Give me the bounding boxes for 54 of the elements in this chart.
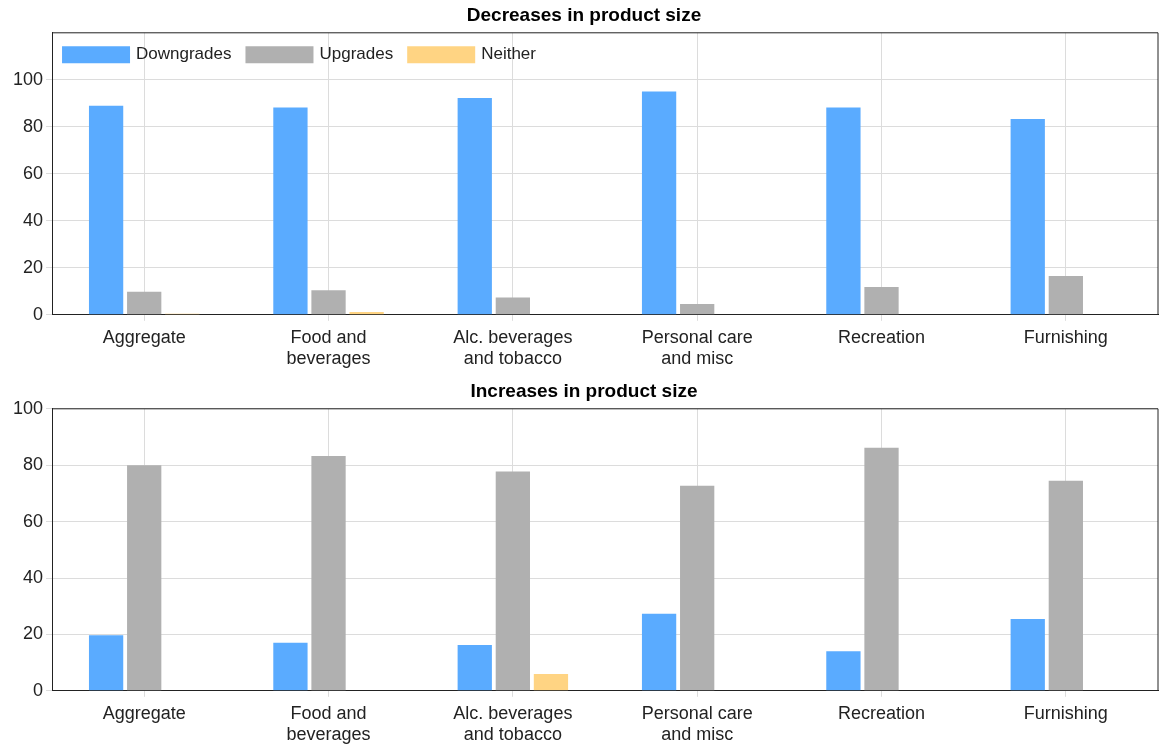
y-tick-label: 80	[23, 115, 44, 136]
legend-label: Upgrades	[319, 44, 394, 64]
bar	[1010, 119, 1045, 315]
bar	[826, 651, 861, 691]
bar	[680, 303, 715, 315]
x-tick-label: Food and beverages	[286, 702, 371, 745]
bar	[88, 105, 124, 315]
bar	[1010, 618, 1045, 691]
bar	[641, 91, 677, 315]
x-tick-label: Alc. beverages and tobacco	[453, 702, 573, 745]
bar	[680, 485, 715, 691]
y-tick-label: 40	[23, 566, 44, 587]
bar	[495, 471, 530, 691]
y-tick-label: 40	[23, 209, 44, 230]
x-tick-label: Aggregate	[102, 702, 186, 723]
x-tick-label: Alc. beverages and tobacco	[453, 326, 573, 369]
x-tick-label: Recreation	[837, 326, 926, 347]
x-tick-label: Personal care and misc	[641, 326, 753, 369]
bar	[1048, 480, 1083, 691]
bar	[533, 673, 569, 691]
bar	[495, 297, 530, 315]
bar	[311, 290, 346, 315]
bar	[127, 291, 162, 315]
y-tick-label: 20	[23, 256, 44, 277]
y-tick-label: 0	[33, 303, 44, 324]
bar	[1048, 276, 1083, 315]
legend-label: Downgrades	[136, 44, 232, 64]
y-tick-label: 60	[23, 162, 44, 183]
y-tick-label: 60	[23, 510, 44, 531]
bar	[864, 287, 899, 315]
x-tick-label: Furnishing	[1023, 702, 1108, 723]
bar	[273, 642, 308, 691]
bar	[826, 107, 861, 315]
bar	[88, 635, 124, 691]
bar	[311, 455, 346, 691]
bar	[457, 645, 492, 691]
chart-title: Decreases in product size	[466, 3, 702, 25]
y-tick-label: 20	[23, 623, 44, 644]
chart-title: Increases in product size	[470, 379, 698, 401]
bar	[457, 97, 492, 315]
y-tick-label: 100	[12, 68, 44, 89]
bar	[273, 107, 308, 315]
legend-label: Neither	[481, 44, 537, 64]
x-tick-label: Furnishing	[1023, 326, 1108, 347]
y-tick-label: 80	[23, 454, 44, 475]
bar	[127, 465, 162, 691]
bar	[864, 447, 899, 691]
x-tick-label: Personal care and misc	[641, 702, 753, 745]
y-tick-label: 100	[12, 397, 44, 418]
x-tick-label: Food and beverages	[286, 326, 371, 369]
x-tick-label: Recreation	[837, 702, 926, 723]
bar	[641, 613, 677, 691]
x-tick-label: Aggregate	[102, 326, 186, 347]
y-tick-label: 0	[33, 679, 44, 700]
